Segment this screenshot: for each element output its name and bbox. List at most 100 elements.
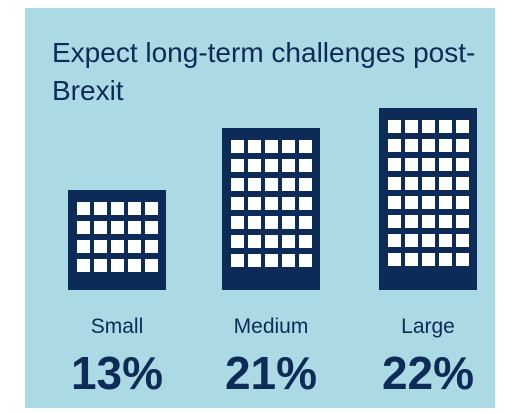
window [231,197,244,210]
window [145,240,158,253]
window [299,178,312,191]
window [439,196,452,209]
window [388,139,401,152]
window [388,196,401,209]
window [265,140,278,153]
window [422,139,435,152]
window [439,177,452,190]
window [248,197,261,210]
window [145,221,158,234]
window [282,216,295,229]
window [405,253,418,266]
window [422,196,435,209]
window [299,159,312,172]
window [111,221,124,234]
window [282,235,295,248]
window [422,158,435,171]
window [248,235,261,248]
window [422,177,435,190]
window [456,139,469,152]
window [248,140,261,153]
window [405,196,418,209]
window [388,253,401,266]
value-label: 13% [71,347,163,399]
window [299,216,312,229]
window [388,120,401,133]
window [456,215,469,228]
window [248,159,261,172]
window [265,159,278,172]
window [422,215,435,228]
window [388,177,401,190]
window [231,159,244,172]
window [128,259,141,272]
window [456,177,469,190]
window [422,120,435,133]
value-label: 22% [382,347,474,399]
window [128,221,141,234]
window [111,259,124,272]
window [265,216,278,229]
window [439,215,452,228]
window [388,215,401,228]
window [388,158,401,171]
window [265,197,278,210]
window [77,202,90,215]
window [405,177,418,190]
window [439,120,452,133]
window [94,240,107,253]
window [282,254,295,267]
window [388,234,401,247]
window [111,240,124,253]
category-label: Small [91,315,144,338]
window [231,140,244,153]
window [282,140,295,153]
window [299,235,312,248]
window [94,259,107,272]
window [231,235,244,248]
window [265,178,278,191]
window [405,158,418,171]
window [145,202,158,215]
window [248,178,261,191]
window [456,253,469,266]
window [456,234,469,247]
window [77,221,90,234]
window [299,197,312,210]
window [145,259,158,272]
category-label: Large [401,315,455,338]
window [439,253,452,266]
window [299,254,312,267]
window [405,139,418,152]
window [248,216,261,229]
window [231,178,244,191]
window [128,202,141,215]
window [299,140,312,153]
window [405,215,418,228]
window [456,196,469,209]
window [282,178,295,191]
window [94,202,107,215]
window [77,240,90,253]
window [231,254,244,267]
window [265,235,278,248]
window [265,254,278,267]
window [439,234,452,247]
window [94,221,107,234]
category-label: Medium [234,315,309,338]
window [248,254,261,267]
window [422,253,435,266]
chart-title: Expect long-term challenges post-Brexit [52,37,476,106]
window [439,158,452,171]
window [77,259,90,272]
window [405,234,418,247]
window [128,240,141,253]
window [456,120,469,133]
window [231,216,244,229]
window [405,120,418,133]
window [456,158,469,171]
window [282,159,295,172]
window [111,202,124,215]
